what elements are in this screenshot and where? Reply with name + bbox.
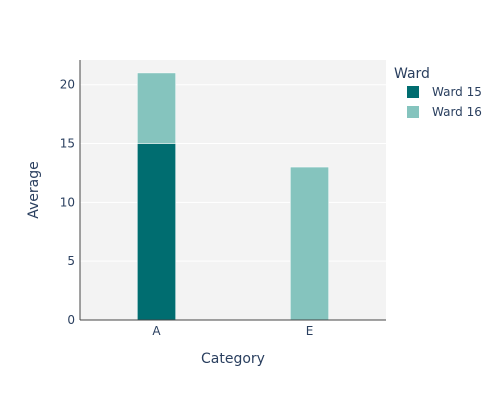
y-tick-label-3: 15 bbox=[60, 137, 75, 151]
bar-A-ward-15[interactable] bbox=[137, 143, 176, 321]
legend-swatch-ward-15[interactable] bbox=[407, 86, 419, 98]
plot-background bbox=[80, 60, 386, 320]
bar-A-ward-16[interactable] bbox=[137, 72, 176, 144]
legend-swatch-ward-16[interactable] bbox=[407, 106, 419, 118]
y-tick-label-0: 0 bbox=[67, 313, 75, 327]
legend-title: Ward bbox=[394, 66, 430, 82]
legend[interactable]: Ward Ward 15 Ward 16 bbox=[394, 66, 482, 119]
bars bbox=[137, 72, 329, 321]
grid-lines bbox=[80, 84, 386, 262]
x-axis-title: Category bbox=[201, 351, 265, 367]
y-tick-label-2: 10 bbox=[60, 195, 75, 209]
y-tick-label-4: 20 bbox=[60, 78, 75, 92]
y-tick-label-1: 5 bbox=[67, 254, 75, 268]
y-tick-labels: 0 5 10 15 20 bbox=[60, 78, 75, 327]
legend-label-ward-16[interactable]: Ward 16 bbox=[432, 105, 482, 119]
y-axis-title: Average bbox=[26, 161, 42, 219]
bar-E-ward-16[interactable] bbox=[290, 166, 329, 321]
x-tick-label-E: E bbox=[306, 324, 314, 338]
legend-label-ward-15[interactable]: Ward 15 bbox=[432, 85, 482, 99]
legend-items[interactable]: Ward 15 Ward 16 bbox=[407, 85, 482, 119]
x-tick-label-A: A bbox=[152, 324, 161, 338]
